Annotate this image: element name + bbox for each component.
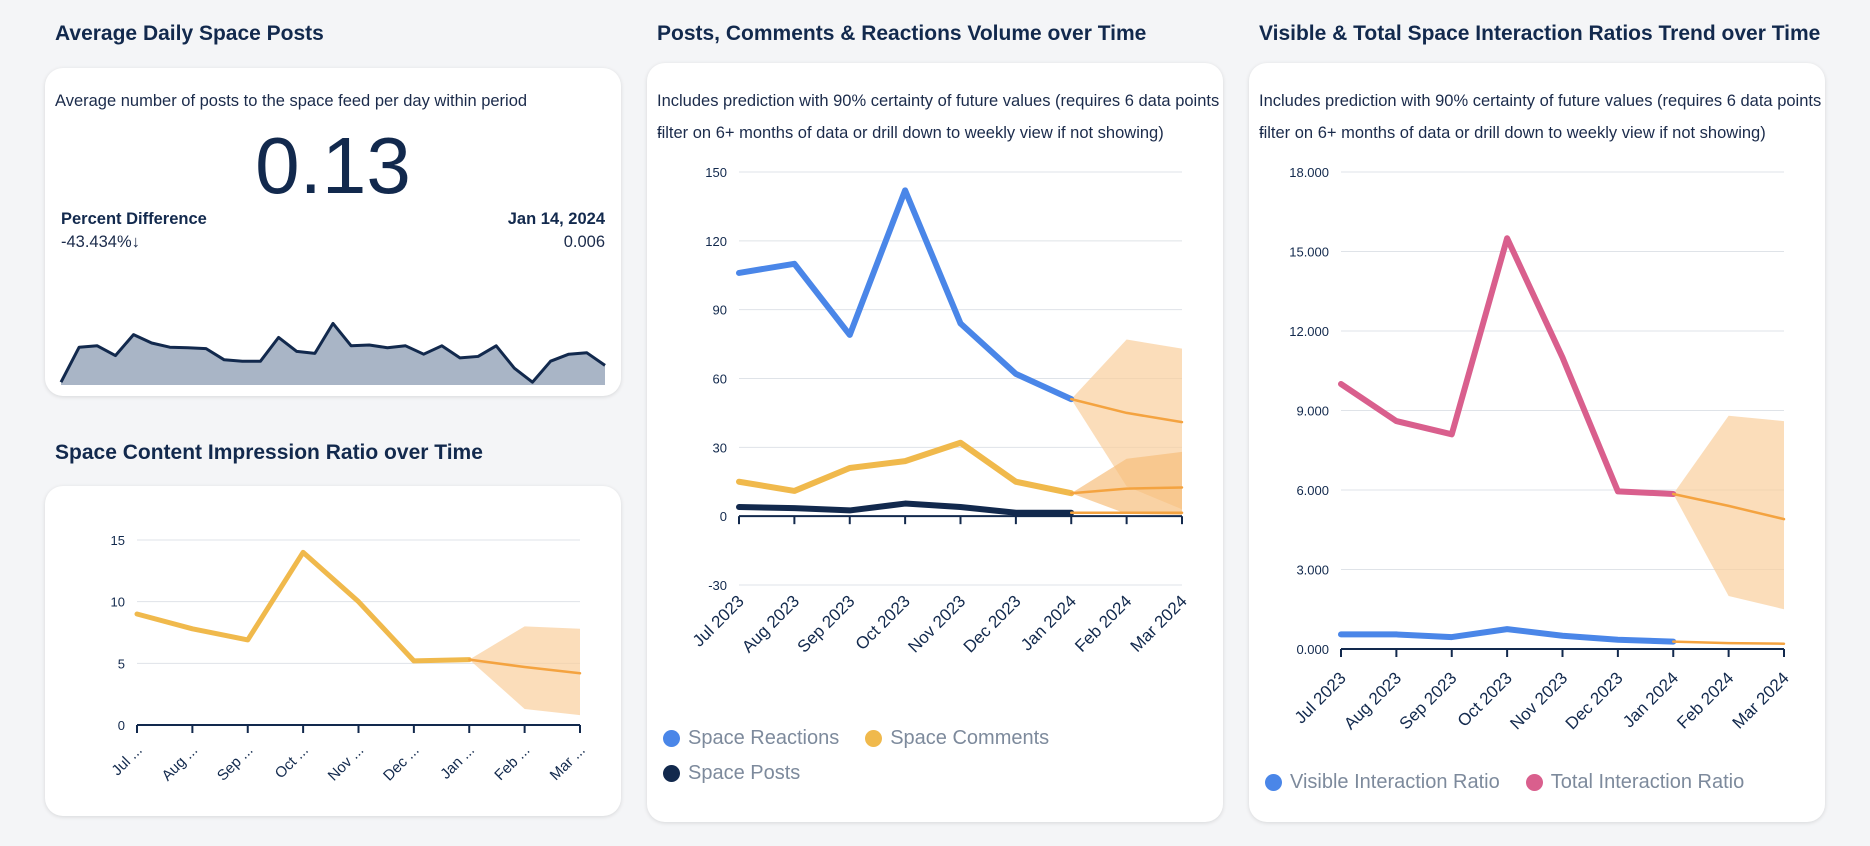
ratios-title: Visible & Total Space Interaction Ratios… xyxy=(1259,22,1821,45)
y-tick-label: 9.000 xyxy=(1296,404,1329,419)
volume-description-line1: Includes prediction with 90% certainty o… xyxy=(657,92,1220,142)
ratios-chart: 0.0003.0006.0009.00012.00015.00018.000Ju… xyxy=(1289,165,1793,733)
x-tick-label: Aug 2023 xyxy=(1340,668,1405,733)
x-tick-label: Dec ... xyxy=(380,742,423,785)
x-tick-label: Mar ... xyxy=(547,742,589,784)
comments-forecast-line xyxy=(1070,486,1184,495)
y-tick-label: -30 xyxy=(708,578,727,593)
forecast-band xyxy=(1673,415,1784,610)
x-tick-label: Nov ... xyxy=(325,742,368,785)
forecast-line xyxy=(468,658,582,675)
kpi-value: 0.13 xyxy=(255,121,411,210)
forecast-band xyxy=(469,626,580,716)
y-tick-label: 15 xyxy=(111,533,125,548)
y-tick-label: 10 xyxy=(111,595,125,610)
legend-label: Space Posts xyxy=(688,762,801,784)
reactions-forecast-line xyxy=(1070,397,1184,424)
impression-card: 0 5 10 15 Jul ... Aug ... Sep ... Oct ... Nov ..… xyxy=(45,486,621,816)
x-tick-label: Jan 2024 xyxy=(1619,668,1682,731)
volume-description-line2: filter on 6+ months of data or drill dow… xyxy=(657,124,1164,142)
legend-swatch xyxy=(1525,774,1543,791)
space-reactions-line xyxy=(736,187,1075,403)
legend-swatch xyxy=(1265,774,1282,791)
legend-item[interactable]: Total Interaction Ratio xyxy=(1525,771,1745,794)
percent-difference-label: Percent Difference xyxy=(61,210,207,228)
x-tick-label: Dec 2023 xyxy=(1562,668,1627,733)
legend-label: Visible Interaction Ratio xyxy=(1290,771,1500,793)
y-tick-label: 150 xyxy=(705,165,727,180)
x-tick-label: Nov 2023 xyxy=(1506,668,1571,733)
y-tick-label: 0 xyxy=(118,718,125,733)
comparison-date-value: 0.006 xyxy=(563,233,605,251)
impression-title: Space Content Impression Ratio over Time xyxy=(55,441,483,464)
sparkline-area xyxy=(61,323,605,385)
volume-title: Posts, Comments & Reactions Volume over … xyxy=(657,22,1147,45)
y-tick-label: 30 xyxy=(713,440,727,455)
legend-item[interactable]: Visible Interaction Ratio xyxy=(1265,771,1500,794)
legend-label: Space Reactions xyxy=(688,727,840,749)
x-tick-label: Nov 2023 xyxy=(904,592,969,657)
x-tick-label: Feb 2024 xyxy=(1673,668,1737,732)
space-comments-line xyxy=(736,439,1075,497)
y-tick-label: 5 xyxy=(118,656,125,671)
total-forecast-line xyxy=(1672,492,1786,521)
y-tick-label: 0 xyxy=(720,509,727,524)
x-tick-label: Mar 2024 xyxy=(1729,668,1793,732)
comparison-date-label: Jan 14, 2024 xyxy=(507,210,605,228)
legend-swatch xyxy=(663,765,680,782)
x-tick-label: Jul ... xyxy=(108,742,145,779)
visible-interaction-ratio-line xyxy=(1338,626,1677,645)
space-posts-line xyxy=(736,500,1075,516)
y-tick-label: 12.000 xyxy=(1289,324,1329,339)
sparkline-line xyxy=(59,321,606,384)
legend-swatch xyxy=(865,730,883,747)
x-tick-label: Feb 2024 xyxy=(1071,592,1135,656)
kpi-title: Average Daily Space Posts xyxy=(55,22,324,45)
impression-ratio-line xyxy=(134,549,472,664)
ratios-legend: Visible Interaction Ratio Total Interacti… xyxy=(1265,771,1815,794)
kpi-description: Average number of posts to the space fee… xyxy=(55,92,528,110)
impression-chart: 0 5 10 15 Jul ... Aug ... Sep ... Oct ... Nov ..… xyxy=(108,533,589,785)
y-tick-label: 60 xyxy=(713,372,727,387)
x-tick-label: Aug ... xyxy=(159,742,202,785)
y-tick-label: 120 xyxy=(705,234,727,249)
x-tick-label: Sep 2023 xyxy=(794,592,859,657)
x-tick-label: Jan ... xyxy=(437,742,478,783)
volume-legend: Space Reactions Space Comments Space Posts xyxy=(663,727,1203,785)
x-tick-label: Sep 2023 xyxy=(1396,668,1461,733)
ratios-card: Includes prediction with 90% certainty o… xyxy=(1249,63,1825,822)
x-tick-label: Mar 2024 xyxy=(1127,592,1191,656)
y-tick-label: 90 xyxy=(713,303,727,318)
total-interaction-ratio-line xyxy=(1338,235,1677,497)
legend-item[interactable]: Space Posts xyxy=(663,762,800,785)
legend-label: Total Interaction Ratio xyxy=(1550,771,1745,793)
y-tick-label: 0.000 xyxy=(1296,642,1329,657)
x-tick-label: Aug 2023 xyxy=(738,592,803,657)
x-tick-label: Oct ... xyxy=(272,742,312,782)
x-tick-label: Jan 2024 xyxy=(1017,592,1080,655)
y-tick-label: 6.000 xyxy=(1296,483,1329,498)
x-tick-label: Feb ... xyxy=(491,742,533,784)
volume-card: Includes prediction with 90% certainty o… xyxy=(647,63,1223,822)
legend-label: Space Comments xyxy=(890,727,1050,749)
legend-swatch xyxy=(663,730,680,747)
kpi-card: Average number of posts to the space fee… xyxy=(45,68,621,396)
x-tick-label: Sep ... xyxy=(214,742,257,785)
forecast-band xyxy=(1071,451,1182,516)
y-tick-label: 18.000 xyxy=(1289,165,1329,180)
visible-forecast-line xyxy=(1672,640,1786,645)
percent-difference-value: -43.434%↓ xyxy=(61,233,140,251)
legend-item[interactable]: Space Comments xyxy=(865,727,1049,750)
legend-item[interactable]: Space Reactions xyxy=(663,727,839,750)
ratios-description-line1: Includes prediction with 90% certainty o… xyxy=(1259,92,1822,142)
y-tick-label: 15.000 xyxy=(1289,245,1329,260)
ratios-description-line2: filter on 6+ months of data or drill dow… xyxy=(1259,124,1766,142)
sparkline-chart xyxy=(59,321,606,385)
y-tick-label: 3.000 xyxy=(1296,563,1329,578)
x-tick-label: Dec 2023 xyxy=(960,592,1025,657)
